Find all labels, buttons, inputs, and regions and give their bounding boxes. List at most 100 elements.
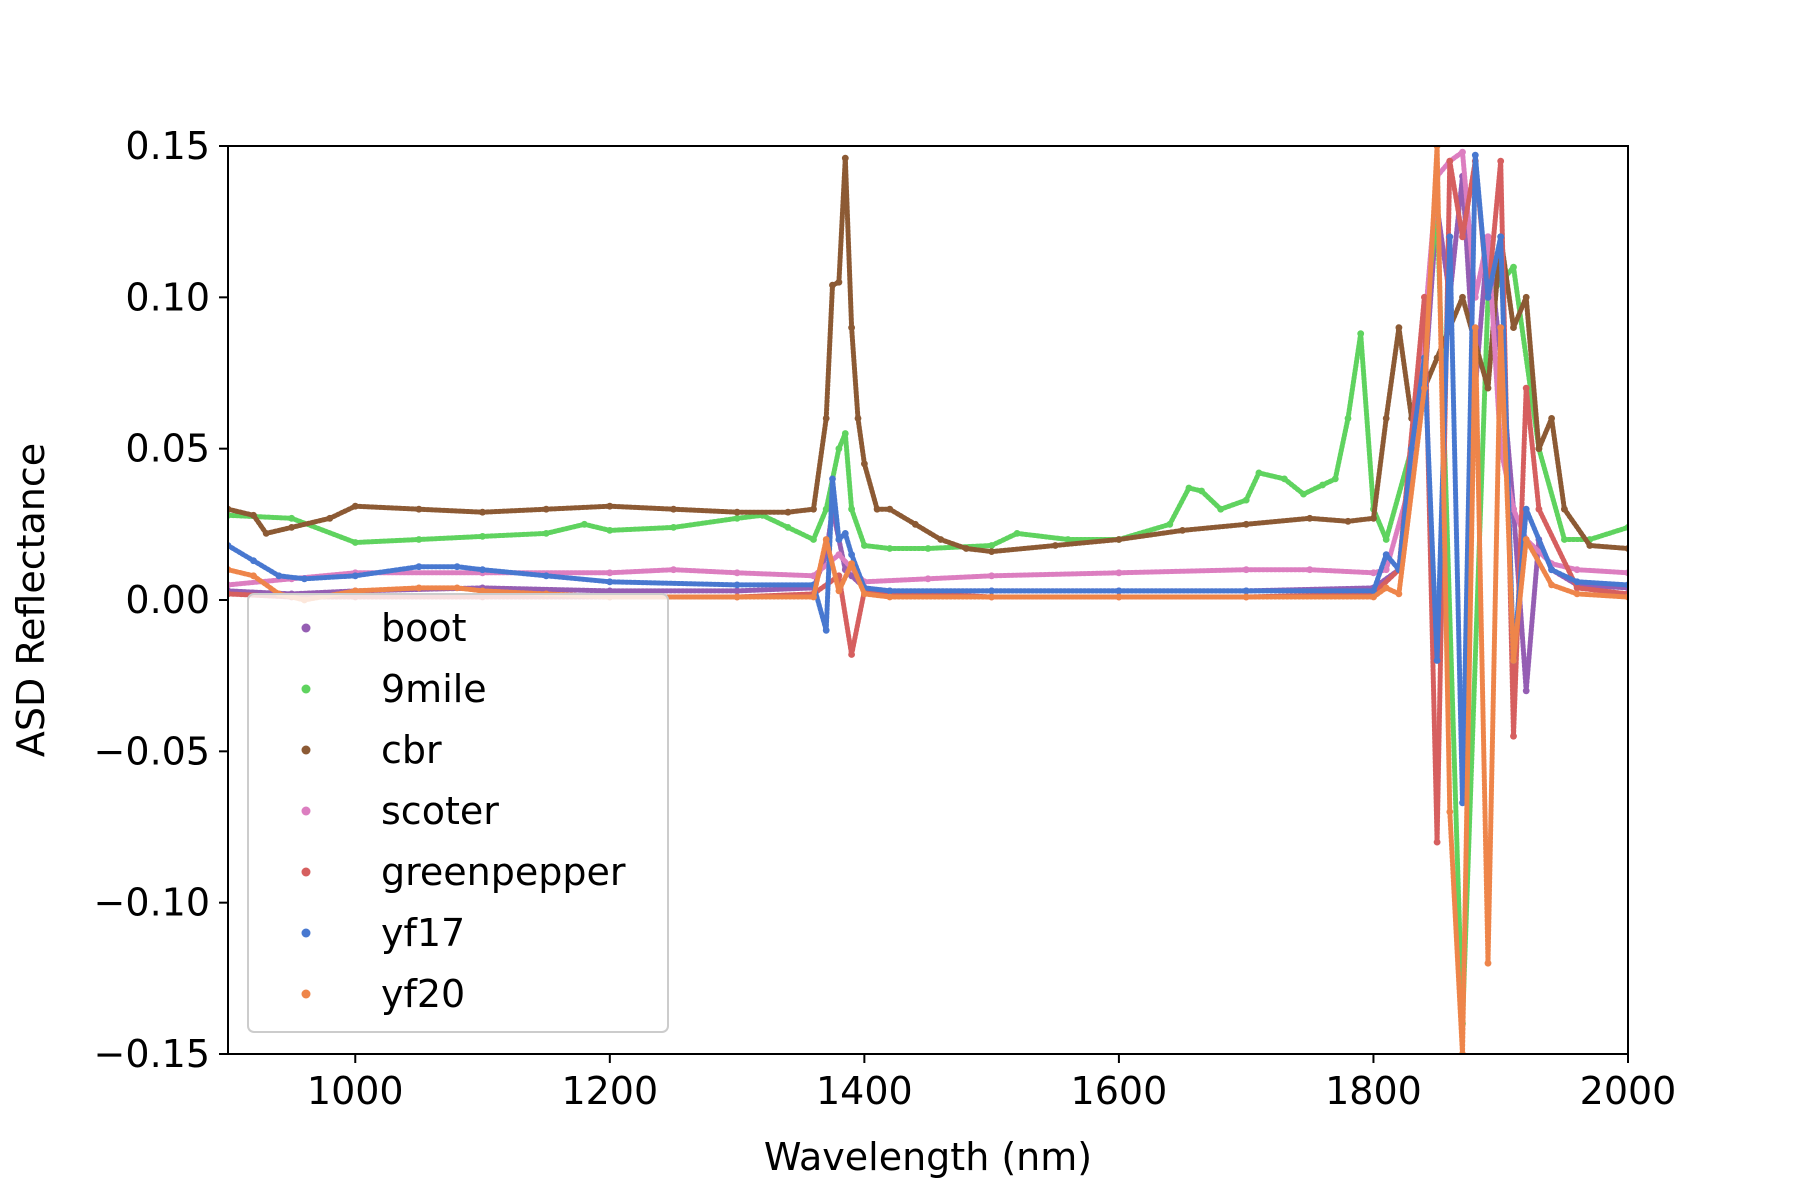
series-segment [1523, 385, 1542, 512]
series-segment [1485, 158, 1504, 300]
series-segment [1549, 582, 1580, 597]
series-segment [1345, 331, 1364, 421]
x-tick-label: 1000 [307, 1069, 404, 1113]
series-yf20 [228, 146, 1628, 1054]
series-segment [1243, 515, 1313, 527]
legend-item-yf17: yf17 [301, 911, 465, 955]
series-segment [327, 503, 358, 521]
series-segment [989, 543, 1058, 555]
legend-item-scoter: scoter [301, 789, 499, 833]
legend-label: boot [381, 606, 467, 650]
legend: boot 9mile cbr scoter greenpepper yf17 yf20 [247, 593, 669, 1033]
series-segment [301, 573, 358, 582]
series-segment [1549, 567, 1580, 585]
series-segment [228, 543, 256, 564]
series-segment [543, 573, 613, 585]
series-segment [861, 585, 893, 594]
series-segment [887, 506, 918, 527]
series-segment [1498, 325, 1516, 663]
legend-item-greenpepper: greenpepper [301, 850, 626, 894]
series-segment [1301, 482, 1325, 497]
series-segment [1409, 355, 1427, 452]
series-segment [785, 506, 816, 515]
series-segment [925, 573, 995, 582]
series-segment [1332, 415, 1351, 482]
series-segment [1256, 470, 1287, 482]
series-segment [251, 558, 282, 579]
series-segment [785, 524, 816, 542]
series-segment [289, 515, 333, 530]
series-segment [1574, 567, 1628, 576]
series-segment [1167, 485, 1192, 527]
series-segment [849, 552, 867, 591]
series-segment [842, 155, 855, 331]
series-segment [263, 524, 295, 536]
series-segment [607, 579, 740, 588]
series-segment [1472, 325, 1491, 966]
x-axis-label: Wavelength (nm) [764, 1135, 1092, 1179]
series-segment [861, 543, 893, 551]
series-segment [1472, 152, 1491, 300]
series-segment [855, 415, 867, 467]
series-segment [1199, 488, 1224, 512]
series-segment [1460, 325, 1478, 1054]
series-segment [823, 282, 835, 421]
series-segment [352, 564, 422, 579]
series-segment [671, 515, 740, 530]
series-segment [1447, 234, 1465, 806]
series-segment [1574, 582, 1628, 591]
series-segment [1116, 527, 1185, 542]
series-segment [607, 567, 676, 576]
series-segment [823, 537, 842, 594]
series-segment [849, 561, 867, 597]
series-segment [454, 564, 485, 573]
series-segment [830, 476, 842, 542]
y-tick-label: −0.10 [94, 881, 210, 925]
series-segment [938, 537, 969, 551]
legend-label: yf20 [381, 972, 465, 1016]
series-segment [849, 325, 861, 421]
series-segment [1116, 567, 1249, 576]
series-segment [1523, 537, 1555, 588]
y-tick-label: 0.10 [125, 275, 210, 319]
series-segment [989, 530, 1020, 548]
series-segment [1511, 294, 1529, 331]
x-tick-label: 1800 [1325, 1069, 1422, 1113]
series-segment [228, 567, 256, 579]
series-segment [1421, 146, 1440, 391]
legend-marker [301, 867, 311, 877]
y-tick-label: −0.05 [94, 729, 210, 773]
y-tick-label: 0.15 [125, 124, 210, 168]
series-segment [760, 512, 791, 530]
series-segment [1434, 146, 1453, 815]
series-segment [1561, 506, 1593, 548]
series-segment [842, 530, 855, 558]
series-segment [1180, 521, 1249, 533]
series-segment [480, 585, 613, 594]
legend-marker [301, 684, 311, 694]
legend-marker [301, 623, 311, 633]
series-segment [1536, 415, 1555, 452]
legend-label: yf17 [381, 911, 465, 955]
series-segment [811, 537, 829, 600]
legend-marker [301, 928, 311, 938]
series-segment [671, 506, 740, 515]
legend-item-yf20: yf20 [301, 972, 465, 1016]
series-segment [1574, 579, 1628, 588]
series-segment [861, 591, 893, 600]
series-segment [1447, 158, 1465, 240]
series-segment [1371, 552, 1389, 594]
series-segment [607, 503, 676, 512]
series-segment [1460, 152, 1478, 806]
y-tick-label: −0.15 [94, 1032, 210, 1076]
series-segment [352, 503, 422, 512]
series-segment [480, 567, 549, 579]
series-segment [352, 537, 422, 545]
series-segment [861, 576, 931, 585]
series-segment [251, 573, 282, 597]
series-segment [989, 570, 1122, 579]
legend-marker [301, 745, 311, 755]
series-segment [228, 512, 295, 521]
series-cbr [228, 154, 1628, 555]
legend-item-9mile: 9mile [301, 667, 487, 711]
